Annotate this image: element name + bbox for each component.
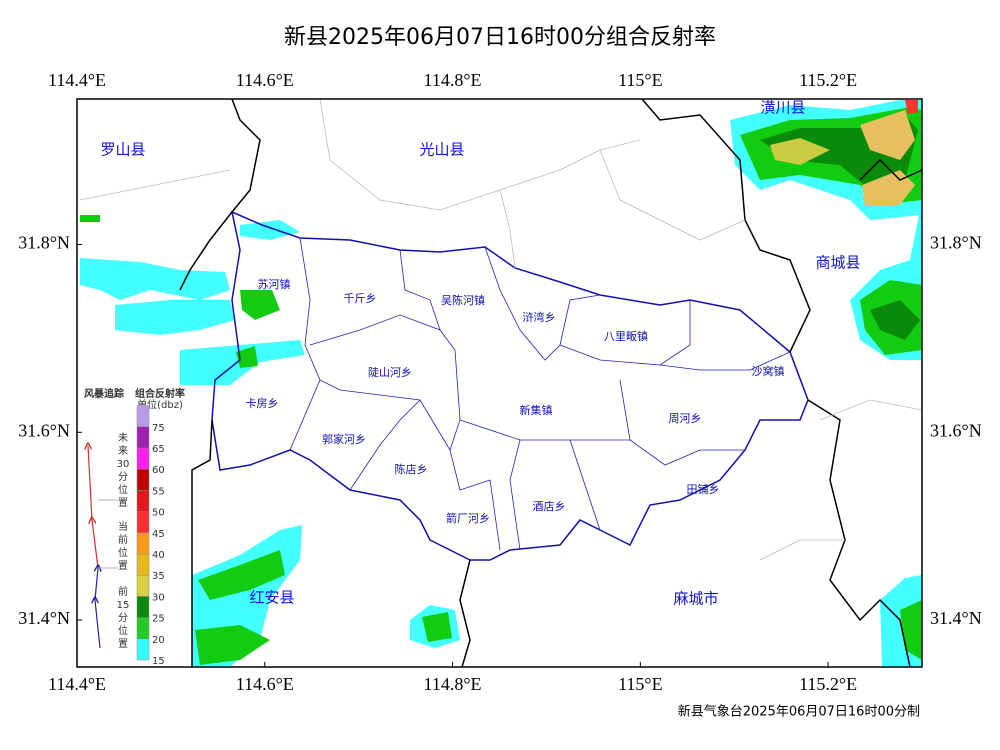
lon-label-top: 114.8°E	[424, 70, 482, 90]
legend-swatch	[136, 490, 150, 512]
legend-level-label: 35	[152, 571, 165, 582]
track-connectors	[98, 499, 118, 569]
legend-level-label: 20	[152, 635, 165, 646]
town-name: 酒店乡	[533, 499, 566, 513]
legend-level-label: 50	[152, 508, 165, 519]
map-title: 新县2025年06月07日16时00分组合反射率	[284, 25, 716, 50]
town-name: 新集镇	[520, 403, 553, 417]
legend-level-label: 25	[152, 614, 165, 625]
legend-swatch	[136, 511, 150, 534]
lon-label-bottom: 114.8°E	[424, 674, 482, 694]
legend-level-label: 75	[152, 423, 165, 434]
legend: 风暴追踪 组合反射率 单位(dbz) 152025303540455055606…	[84, 387, 185, 667]
town-name: 吴陈河镇	[441, 293, 485, 307]
town-name: 郭家河乡	[322, 432, 366, 446]
town-name: 陈店乡	[395, 462, 428, 476]
county-name: 光山县	[419, 141, 464, 159]
lon-label-bottom: 115°E	[618, 674, 663, 694]
county-boundary	[211, 210, 809, 561]
legend-swatch	[136, 596, 150, 618]
lat-label-left: 31.8°N	[18, 233, 70, 253]
town-name: 周河乡	[669, 412, 702, 425]
town-name: 八里畈镇	[604, 329, 648, 343]
lon-label-bottom: 114.4°E	[48, 674, 106, 694]
map-area	[76, 98, 923, 668]
legend-swatch	[136, 574, 150, 597]
legend-level-label: 30	[152, 592, 165, 603]
province-boundaries	[179, 98, 923, 668]
county-name: 罗山县	[100, 141, 145, 159]
lon-label-top: 115.2°E	[799, 70, 857, 90]
legend-swatch	[136, 447, 150, 470]
legend-level-label: 60	[152, 465, 165, 476]
future-track-arrow	[88, 446, 99, 569]
legend-title: 组合反射率	[135, 387, 185, 400]
lon-label-top: 114.6°E	[236, 70, 294, 90]
lon-label-bottom: 115.2°E	[799, 674, 857, 694]
past-track-arrow	[95, 568, 100, 649]
lat-label-left: 31.6°N	[18, 420, 70, 440]
lat-label-right: 31.8°N	[930, 233, 982, 253]
town-name: 浒湾乡	[523, 310, 556, 324]
storm-track-title: 风暴追踪	[84, 387, 124, 400]
town-name: 田铺乡	[687, 483, 720, 496]
county-name: 潢川县	[760, 99, 805, 117]
legend-swatch	[136, 617, 150, 640]
county-name: 红安县	[249, 589, 294, 607]
future-position-label: 未来 30 分位置	[117, 432, 130, 509]
legend-level-label: 45	[152, 529, 165, 540]
lon-label-top: 115°E	[618, 70, 663, 90]
lat-label-left: 31.4°N	[18, 608, 70, 628]
map-footer: 新县气象台2025年06月07日16时00分制	[678, 704, 920, 720]
legend-level-label: 65	[152, 444, 165, 455]
town-name: 沙窝镇	[752, 364, 785, 378]
county-name: 商城县	[815, 254, 860, 272]
legend-swatch	[136, 638, 150, 661]
town-name: 陡山河乡	[368, 366, 412, 379]
legend-swatch	[136, 405, 150, 428]
legend-level-label: 55	[152, 486, 165, 497]
lat-label-right: 31.6°N	[930, 420, 982, 440]
town-name: 苏河镇	[258, 277, 291, 291]
legend-level-label: 40	[152, 550, 165, 561]
town-name: 箭厂河乡	[446, 511, 490, 525]
county-lines	[79, 98, 923, 561]
town-name: 千斤乡	[344, 292, 377, 305]
map-frame	[76, 98, 923, 668]
lon-label-top: 114.4°E	[48, 70, 106, 90]
legend-swatch	[136, 426, 150, 449]
current-position-label: 当前位置	[118, 520, 128, 572]
legend-level-label: 15	[152, 656, 165, 667]
lat-label-right: 31.4°N	[930, 608, 982, 628]
town-boundaries	[289, 237, 791, 551]
past-position-label: 前 15 分位置	[117, 585, 130, 650]
county-name: 麻城市	[673, 590, 718, 608]
legend-swatch	[136, 532, 150, 555]
legend-swatch	[136, 468, 150, 491]
town-name: 卡房乡	[246, 397, 279, 410]
legend-swatch	[136, 553, 150, 576]
lon-label-bottom: 114.6°E	[236, 674, 294, 694]
